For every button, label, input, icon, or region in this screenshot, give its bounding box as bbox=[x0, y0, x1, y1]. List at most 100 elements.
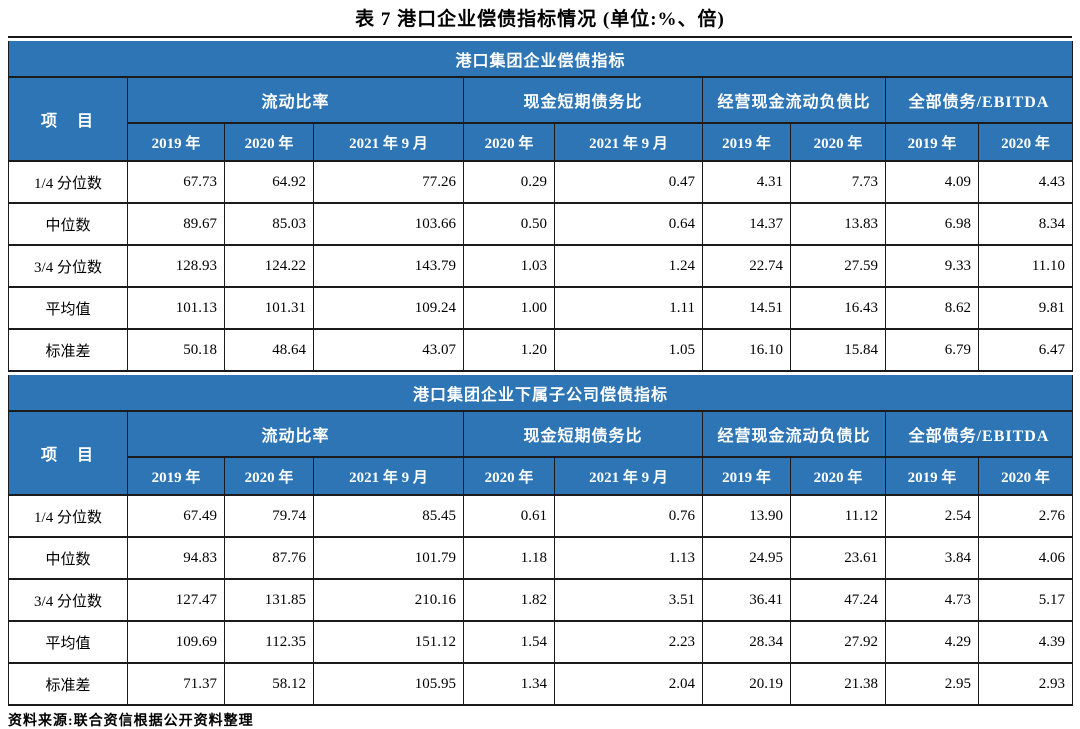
year-header-cell: 2021 年 9 月 bbox=[554, 122, 703, 162]
indicator-table-section-1: 港口集团企业偿债指标项 目流动比率 现金短期债务比 经营现金流动负债比 全部债务/EB… bbox=[7, 41, 1074, 372]
value-cell: 22.74 bbox=[702, 244, 791, 288]
group-header-cell: 流动比率 bbox=[127, 76, 464, 124]
value-cell: 101.79 bbox=[313, 536, 464, 580]
value-cell: 6.98 bbox=[885, 202, 979, 246]
value-cell: 127.47 bbox=[127, 578, 225, 622]
value-cell: 64.92 bbox=[224, 160, 314, 204]
value-cell: 36.41 bbox=[702, 578, 791, 622]
indicator-tables: 港口集团企业偿债指标项 目流动比率 现金短期债务比 经营现金流动负债比 全部债务/EB… bbox=[0, 41, 1080, 706]
value-cell: 4.31 bbox=[702, 160, 791, 204]
value-cell: 124.22 bbox=[224, 244, 314, 288]
value-cell: 21.38 bbox=[790, 662, 886, 706]
year-header-cell: 2019 年 bbox=[702, 456, 791, 496]
value-cell: 1.13 bbox=[554, 536, 703, 580]
value-cell: 101.31 bbox=[224, 286, 314, 330]
value-cell: 1.11 bbox=[554, 286, 703, 330]
item-header-cell: 项 目 bbox=[8, 76, 128, 162]
value-cell: 16.10 bbox=[702, 328, 791, 372]
group-header-cell: 全部债务/EBITDA bbox=[884, 410, 1074, 458]
value-cell: 1.54 bbox=[463, 620, 555, 664]
value-cell: 58.12 bbox=[224, 662, 314, 706]
value-cell: 11.12 bbox=[790, 494, 886, 538]
value-cell: 8.62 bbox=[885, 286, 979, 330]
value-cell: 103.66 bbox=[313, 202, 464, 246]
value-cell: 2.95 bbox=[885, 662, 979, 706]
table-row: 中位数 89.67 85.03 103.66 0.50 0.64 14.37 13.83 6.9… bbox=[8, 202, 1074, 246]
value-cell: 14.51 bbox=[702, 286, 791, 330]
item-header-cell: 项 目 bbox=[8, 410, 128, 496]
year-header-cell: 2020 年 bbox=[790, 122, 886, 162]
value-cell: 47.24 bbox=[790, 578, 886, 622]
value-cell: 1.00 bbox=[463, 286, 555, 330]
value-cell: 0.64 bbox=[554, 202, 703, 246]
value-cell: 43.07 bbox=[313, 328, 464, 372]
section-title-row: 港口集团企业偿债指标 bbox=[7, 41, 1074, 78]
value-cell: 2.93 bbox=[977, 662, 1074, 706]
value-cell: 4.73 bbox=[885, 578, 979, 622]
group-header-cell: 经营现金流动负债比 bbox=[702, 410, 886, 458]
value-cell: 15.84 bbox=[790, 328, 886, 372]
value-cell: 0.29 bbox=[463, 160, 555, 204]
group-header-row: 项 目流动比率 现金短期债务比 经营现金流动负债比 全部债务/EBITDA bbox=[8, 76, 1074, 162]
table-row: 标准差 71.37 58.12 105.95 1.34 2.04 20.19 21.38 2.9… bbox=[8, 662, 1074, 706]
year-header-cell: 2019 年 bbox=[702, 122, 791, 162]
value-cell: 13.83 bbox=[790, 202, 886, 246]
table-row: 3/4 分位数 128.93 124.22 143.79 1.03 1.24 22.74 27… bbox=[8, 244, 1074, 288]
value-cell: 128.93 bbox=[127, 244, 225, 288]
value-cell: 1.20 bbox=[463, 328, 555, 372]
table-row: 1/4 分位数 67.49 79.74 85.45 0.61 0.76 13.90 11.12… bbox=[8, 494, 1074, 538]
table-row: 平均值 101.13 101.31 109.24 1.00 1.11 14.51 16.43 8… bbox=[8, 286, 1074, 330]
value-cell: 20.19 bbox=[702, 662, 791, 706]
value-cell: 3.84 bbox=[885, 536, 979, 580]
value-cell: 3.51 bbox=[554, 578, 703, 622]
value-cell: 50.18 bbox=[127, 328, 225, 372]
section-title: 港口集团企业偿债指标 bbox=[7, 41, 1074, 78]
value-cell: 210.16 bbox=[313, 578, 464, 622]
table-row: 中位数 94.83 87.76 101.79 1.18 1.13 24.95 23.61 3.8… bbox=[8, 536, 1074, 580]
value-cell: 87.76 bbox=[224, 536, 314, 580]
value-cell: 109.24 bbox=[313, 286, 464, 330]
value-cell: 89.67 bbox=[127, 202, 225, 246]
value-cell: 23.61 bbox=[790, 536, 886, 580]
value-cell: 1.18 bbox=[463, 536, 555, 580]
value-cell: 2.23 bbox=[554, 620, 703, 664]
row-label-cell: 平均值 bbox=[8, 286, 128, 330]
value-cell: 143.79 bbox=[313, 244, 464, 288]
row-label-cell: 1/4 分位数 bbox=[8, 494, 128, 538]
value-cell: 48.64 bbox=[224, 328, 314, 372]
value-cell: 131.85 bbox=[224, 578, 314, 622]
value-cell: 24.95 bbox=[702, 536, 791, 580]
value-cell: 67.73 bbox=[127, 160, 225, 204]
section-title: 港口集团企业下属子公司偿债指标 bbox=[7, 375, 1074, 412]
value-cell: 1.24 bbox=[554, 244, 703, 288]
row-label-cell: 中位数 bbox=[8, 536, 128, 580]
row-label-cell: 标准差 bbox=[8, 328, 128, 372]
year-header-cell: 2019 年 bbox=[127, 456, 225, 496]
value-cell: 1.05 bbox=[554, 328, 703, 372]
value-cell: 85.45 bbox=[313, 494, 464, 538]
row-label-cell: 标准差 bbox=[8, 662, 128, 706]
value-cell: 2.76 bbox=[977, 494, 1074, 538]
group-header-cell: 现金短期债务比 bbox=[463, 410, 703, 458]
group-header-cell: 流动比率 bbox=[127, 410, 464, 458]
value-cell: 2.54 bbox=[885, 494, 979, 538]
value-cell: 0.61 bbox=[463, 494, 555, 538]
year-header-cell: 2020 年 bbox=[224, 456, 314, 496]
value-cell: 0.50 bbox=[463, 202, 555, 246]
year-header-cell: 2020 年 bbox=[977, 122, 1074, 162]
table-row: 1/4 分位数 67.73 64.92 77.26 0.29 0.47 4.31 7.73 4.… bbox=[8, 160, 1074, 204]
row-label-cell: 1/4 分位数 bbox=[8, 160, 128, 204]
value-cell: 77.26 bbox=[313, 160, 464, 204]
value-cell: 9.33 bbox=[885, 244, 979, 288]
source-note: 资料来源:联合资信根据公开资料整理 bbox=[8, 714, 254, 729]
value-cell: 4.09 bbox=[885, 160, 979, 204]
value-cell: 112.35 bbox=[224, 620, 314, 664]
row-label-cell: 3/4 分位数 bbox=[8, 578, 128, 622]
value-cell: 2.04 bbox=[554, 662, 703, 706]
value-cell: 16.43 bbox=[790, 286, 886, 330]
year-header-cell: 2019 年 bbox=[885, 456, 979, 496]
year-header-row: 2019 年 2020 年 2021 年 9 月 2020 年 2021 年 9 月 20… bbox=[9, 456, 1074, 496]
year-header-cell: 2019 年 bbox=[127, 122, 225, 162]
group-header-cell: 经营现金流动负债比 bbox=[702, 76, 886, 124]
